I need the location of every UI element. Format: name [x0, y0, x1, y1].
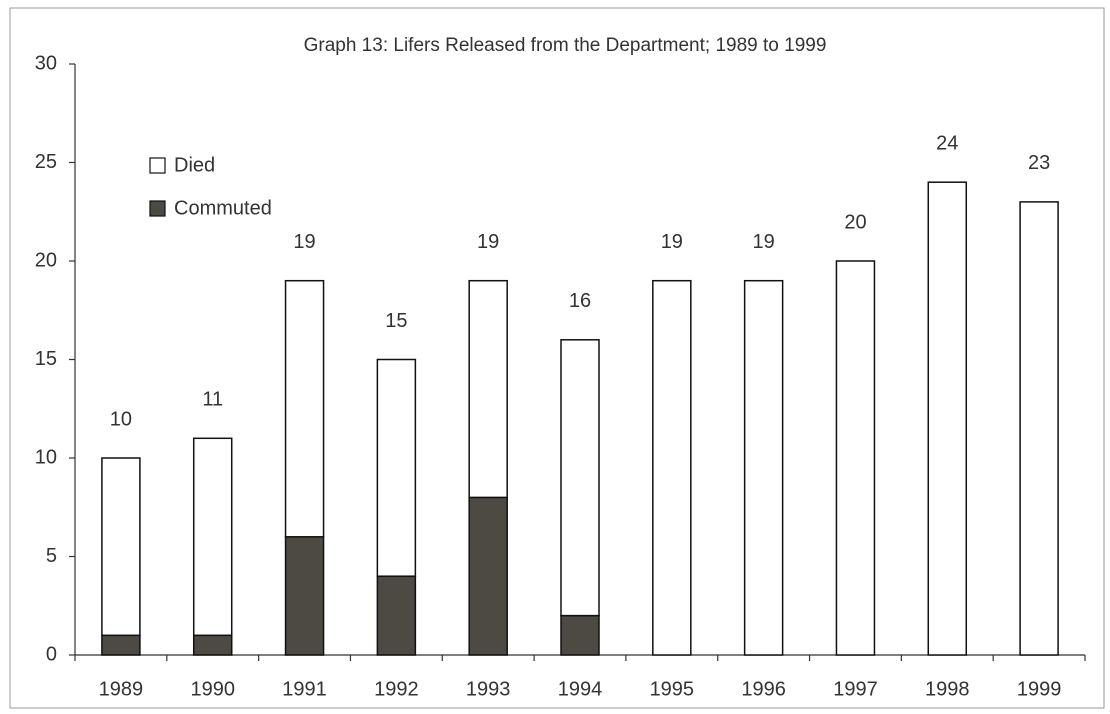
bar-segment — [560, 614, 600, 656]
x-tick-label: 1995 — [650, 678, 695, 700]
bar-segment — [468, 496, 508, 656]
chart-frame — [9, 7, 1105, 709]
bar-segment — [560, 339, 600, 617]
total-label: 15 — [385, 310, 407, 332]
legend-swatch — [149, 157, 166, 174]
total-label: 19 — [293, 231, 315, 253]
y-tick-label: 0 — [46, 643, 57, 665]
x-tick-label: 1996 — [741, 678, 786, 700]
y-tick-label: 15 — [35, 348, 57, 370]
total-label: 11 — [202, 389, 223, 411]
x-tick-label: 1993 — [466, 678, 511, 700]
legend-box — [145, 148, 310, 228]
bar-segment — [101, 457, 141, 637]
bar-segment — [101, 634, 141, 656]
bar-segment — [1019, 201, 1059, 656]
legend-swatch — [149, 200, 166, 217]
bar-segment — [284, 536, 325, 656]
x-tick-label: 1992 — [374, 678, 419, 700]
bar-segment — [835, 260, 876, 656]
total-label: 16 — [569, 290, 591, 312]
bar-segment — [192, 634, 233, 656]
total-label: 20 — [844, 211, 866, 233]
bar-segment — [743, 279, 784, 656]
total-label: 10 — [110, 408, 132, 430]
y-tick-label: 25 — [35, 151, 57, 173]
bar-segment — [376, 575, 417, 656]
y-tick-label: 20 — [35, 249, 57, 271]
bar-segment — [468, 279, 508, 499]
bar-segment — [652, 279, 692, 656]
y-tick-label: 10 — [35, 446, 57, 468]
x-tick-label: 1991 — [282, 678, 327, 700]
y-tick-label: 30 — [35, 52, 57, 74]
total-label: 19 — [661, 231, 683, 253]
x-tick-label: 1997 — [833, 678, 878, 700]
legend-label: Commuted — [174, 197, 272, 219]
x-tick-label: 1994 — [558, 678, 603, 700]
x-tick-label: 1998 — [925, 678, 970, 700]
bar-segment — [192, 437, 233, 637]
bar-segment — [376, 358, 417, 577]
x-tick-label: 1999 — [1017, 678, 1062, 700]
total-label: 19 — [477, 231, 499, 253]
total-label: 24 — [936, 132, 958, 154]
y-tick-label: 5 — [46, 545, 57, 567]
legend-label: Died — [174, 154, 215, 176]
total-label: 19 — [753, 231, 775, 253]
bar-segment — [284, 279, 325, 538]
x-tick-label: 1989 — [99, 678, 144, 700]
bar-segment — [927, 181, 968, 656]
total-label: 23 — [1028, 152, 1050, 174]
chart-title: Graph 13: Lifers Released from the Depar… — [304, 35, 827, 56]
x-tick-label: 1990 — [190, 678, 235, 700]
